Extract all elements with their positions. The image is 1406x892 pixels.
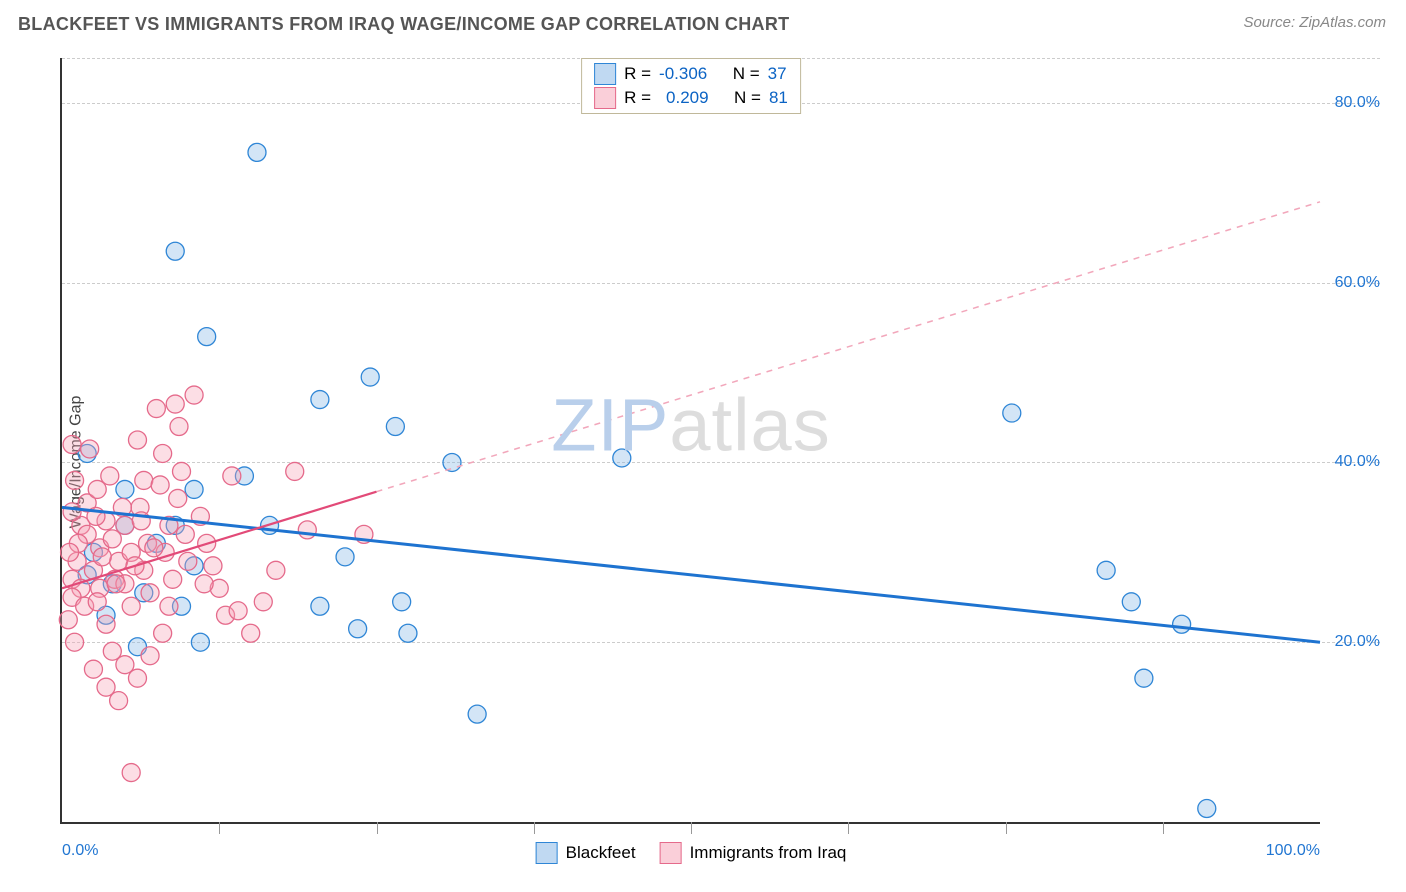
trend-lines-layer xyxy=(62,58,1320,822)
swatch-pink xyxy=(594,87,616,109)
swatch-blue xyxy=(594,63,616,85)
legend-row-immigrants: R = 0.209 N = 81 xyxy=(594,87,788,109)
x-tick xyxy=(219,822,220,834)
x-tick xyxy=(1006,822,1007,834)
n-label: N = xyxy=(733,64,760,84)
r-label: R = xyxy=(624,88,651,108)
chart-container: Wage/Income Gap R = -0.306 N = 37 R = 0.… xyxy=(18,50,1388,874)
swatch-blue xyxy=(536,842,558,864)
n-value-immigrants: 81 xyxy=(769,88,788,108)
x-tick-label: 100.0% xyxy=(1266,842,1320,860)
x-tick-label: 0.0% xyxy=(62,842,98,860)
x-tick xyxy=(534,822,535,834)
plot-area: R = -0.306 N = 37 R = 0.209 N = 81 ZIPat… xyxy=(60,58,1320,824)
legend-item-immigrants: Immigrants from Iraq xyxy=(660,842,847,864)
trend-line-dashed xyxy=(377,202,1321,492)
legend-row-blackfeet: R = -0.306 N = 37 xyxy=(594,63,788,85)
trend-line-solid xyxy=(62,507,1320,642)
n-label: N = xyxy=(734,88,761,108)
x-tick xyxy=(691,822,692,834)
legend-item-blackfeet: Blackfeet xyxy=(536,842,636,864)
trend-line-solid xyxy=(62,492,377,589)
r-label: R = xyxy=(624,64,651,84)
y-tick-label: 20.0% xyxy=(1335,633,1380,651)
y-tick-label: 60.0% xyxy=(1335,274,1380,292)
legend-label-immigrants: Immigrants from Iraq xyxy=(690,843,847,863)
r-value-blackfeet: -0.306 xyxy=(659,64,707,84)
y-tick-label: 80.0% xyxy=(1335,94,1380,112)
series-legend: Blackfeet Immigrants from Iraq xyxy=(536,842,847,864)
swatch-pink xyxy=(660,842,682,864)
chart-title: BLACKFEET VS IMMIGRANTS FROM IRAQ WAGE/I… xyxy=(18,14,789,35)
r-value-immigrants: 0.209 xyxy=(666,88,709,108)
n-value-blackfeet: 37 xyxy=(768,64,787,84)
correlation-legend: R = -0.306 N = 37 R = 0.209 N = 81 xyxy=(581,58,801,114)
legend-label-blackfeet: Blackfeet xyxy=(566,843,636,863)
x-tick xyxy=(1163,822,1164,834)
x-tick xyxy=(377,822,378,834)
source-attribution: Source: ZipAtlas.com xyxy=(1243,14,1386,31)
x-tick xyxy=(848,822,849,834)
y-tick-label: 40.0% xyxy=(1335,453,1380,471)
